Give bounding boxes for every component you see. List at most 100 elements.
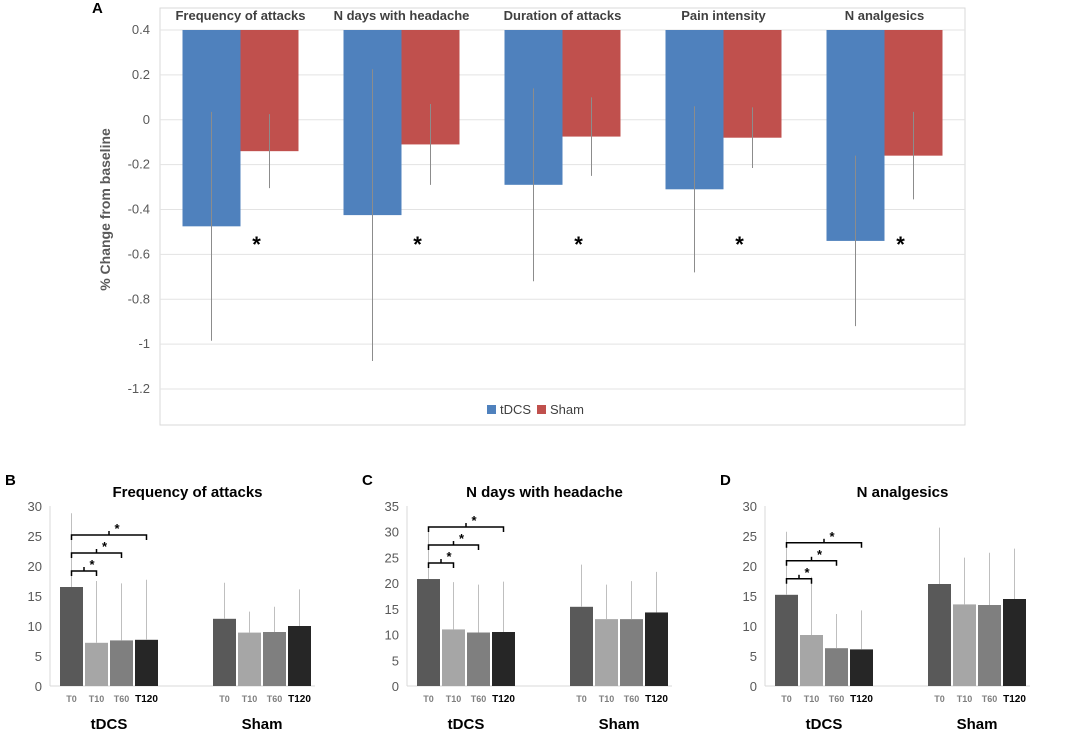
bar-sham-t120 bbox=[288, 626, 311, 686]
timepoint-label: T60 bbox=[267, 694, 283, 704]
y-tick-label: 0.4 bbox=[132, 22, 150, 37]
y-tick-label: 30 bbox=[385, 525, 399, 540]
y-tick-label: 15 bbox=[28, 589, 42, 604]
timepoint-label: T10 bbox=[804, 694, 820, 704]
bar-tdcs-t0 bbox=[60, 587, 83, 686]
group-label-tdcs: tDCS bbox=[448, 716, 485, 733]
bar-tdcs-t10 bbox=[442, 629, 465, 686]
y-tick-label: 30 bbox=[743, 499, 757, 514]
bar-tdcs-t60 bbox=[467, 632, 490, 686]
significance-star: * bbox=[471, 513, 477, 528]
significance-star: * bbox=[574, 232, 583, 257]
significance-bracket bbox=[427, 526, 505, 533]
timepoint-label: T10 bbox=[446, 694, 462, 704]
category-title: N days with headache bbox=[334, 8, 470, 23]
category-title: Duration of attacks bbox=[504, 8, 622, 23]
y-tick-label: 20 bbox=[743, 559, 757, 574]
y-tick-label: 20 bbox=[385, 576, 399, 591]
bar-sham-t0 bbox=[570, 606, 593, 686]
timepoint-label: T120 bbox=[288, 694, 311, 705]
bar-tdcs-t120 bbox=[135, 639, 158, 686]
y-tick-label: 15 bbox=[385, 602, 399, 617]
significance-star: * bbox=[817, 547, 823, 562]
bar-sham-t0 bbox=[213, 618, 236, 686]
y-tick-label: -0.4 bbox=[128, 202, 150, 217]
bar-sham-t60 bbox=[620, 619, 643, 686]
bar-sham-t120 bbox=[645, 612, 668, 686]
significance-bracket bbox=[70, 534, 148, 540]
bar-sham-t60 bbox=[978, 605, 1001, 686]
significance-bracket bbox=[427, 544, 480, 551]
group-label-sham: Sham bbox=[242, 716, 283, 733]
panel-c: C N days with headache 35 30 25 20 15 10 5 0 T0 T10… bbox=[362, 472, 672, 733]
timepoint-label: T60 bbox=[624, 694, 640, 704]
timepoint-label: T0 bbox=[219, 694, 230, 704]
timepoint-label: T120 bbox=[850, 694, 873, 705]
panel-letter-d: D bbox=[720, 472, 731, 489]
panel-title: Frequency of attacks bbox=[112, 484, 262, 501]
category-title: Frequency of attacks bbox=[175, 8, 305, 23]
bar-sham-t10 bbox=[953, 604, 976, 686]
y-tick-label: 0 bbox=[750, 679, 757, 694]
bar-sham-t60 bbox=[263, 632, 286, 686]
bar-tdcs-t10 bbox=[800, 635, 823, 686]
significance-star: * bbox=[735, 232, 744, 257]
y-tick-label: 10 bbox=[28, 619, 42, 634]
group-label-sham: Sham bbox=[599, 716, 640, 733]
timepoint-label: T60 bbox=[114, 694, 130, 704]
timepoint-label: T10 bbox=[957, 694, 973, 704]
y-tick-label: 0 bbox=[392, 679, 399, 694]
y-tick-label: -0.2 bbox=[128, 157, 150, 172]
timepoint-label: T60 bbox=[829, 694, 845, 704]
significance-star: * bbox=[413, 232, 422, 257]
category-title: Pain intensity bbox=[681, 8, 766, 23]
bar-sham-t10 bbox=[595, 619, 618, 686]
y-tick-label: -0.8 bbox=[128, 291, 150, 306]
panel-letter-a: A bbox=[92, 0, 103, 17]
timepoint-label: T0 bbox=[576, 694, 587, 704]
y-tick-label: 15 bbox=[743, 589, 757, 604]
timepoint-label: T0 bbox=[423, 694, 434, 704]
y-axis-label: % Change from baseline bbox=[97, 128, 113, 291]
bar-sham-t120 bbox=[1003, 599, 1026, 686]
legend-label-sham: Sham bbox=[550, 402, 584, 417]
timepoint-label: T120 bbox=[135, 694, 158, 705]
panel-d: D N analgesics 30 25 20 15 10 5 0 T0 T10 T60 T120 tDC… bbox=[720, 472, 1030, 733]
timepoint-label: T10 bbox=[242, 694, 258, 704]
significance-star: * bbox=[896, 232, 905, 257]
y-tick-label: 30 bbox=[28, 499, 42, 514]
panel-title: N analgesics bbox=[857, 484, 949, 501]
y-tick-label: 10 bbox=[385, 628, 399, 643]
significance-star: * bbox=[252, 232, 261, 257]
y-tick-label: -0.6 bbox=[128, 246, 150, 261]
significance-bracket bbox=[70, 552, 123, 558]
y-tick-label: 5 bbox=[35, 649, 42, 664]
bar-tdcs-t120 bbox=[492, 632, 515, 686]
y-tick-label: 0 bbox=[143, 112, 150, 127]
y-tick-label: 25 bbox=[743, 529, 757, 544]
bar-tdcs-t60 bbox=[110, 640, 133, 686]
y-tick-label: -1.2 bbox=[128, 381, 150, 396]
significance-star: * bbox=[804, 565, 810, 580]
panel-letter-b: B bbox=[5, 472, 16, 489]
significance-star: * bbox=[459, 531, 465, 546]
group-label-tdcs: tDCS bbox=[91, 716, 128, 733]
bar-tdcs-t0 bbox=[417, 579, 440, 686]
significance-star: * bbox=[114, 521, 120, 536]
bar-sham-t0 bbox=[928, 584, 951, 686]
bar-sham-t10 bbox=[238, 632, 261, 686]
timepoint-label: T120 bbox=[492, 694, 515, 705]
y-tick-label: 5 bbox=[392, 653, 399, 668]
legend-label-tdcs: tDCS bbox=[500, 402, 531, 417]
timepoint-label: T60 bbox=[471, 694, 487, 704]
timepoint-label: T0 bbox=[934, 694, 945, 704]
bar-tdcs-t0 bbox=[775, 594, 798, 686]
legend-swatch-tdcs bbox=[487, 405, 496, 414]
y-tick-label: 0 bbox=[35, 679, 42, 694]
y-tick-label: 0.2 bbox=[132, 67, 150, 82]
timepoint-label: T120 bbox=[645, 694, 668, 705]
group-label-sham: Sham bbox=[957, 716, 998, 733]
bar-tdcs-t10 bbox=[85, 642, 108, 686]
y-tick-label: 35 bbox=[385, 499, 399, 514]
